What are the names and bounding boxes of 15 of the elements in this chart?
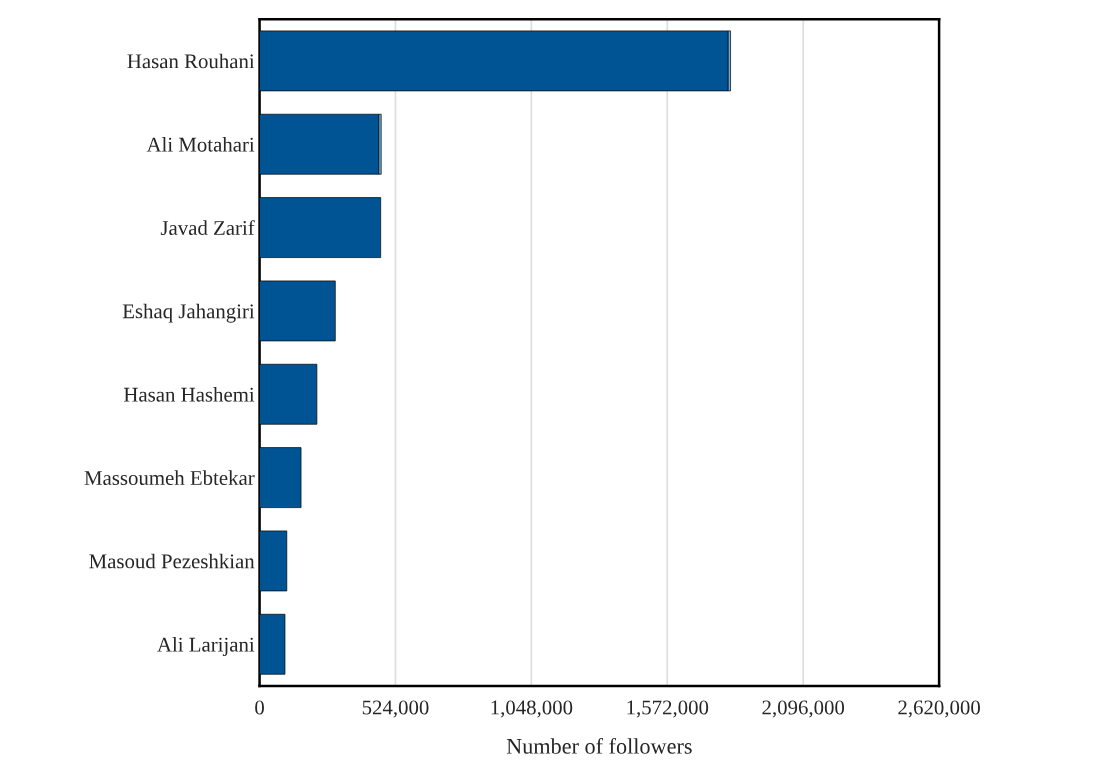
- y-tick-label: Masoud Pezeshkian: [89, 553, 255, 569]
- y-tick-label: Hasan Hashemi: [123, 387, 255, 402]
- x-tick-label: 524,000: [362, 700, 429, 718]
- y-tick-label: Hasan Rouhani: [127, 53, 255, 69]
- y-tick-label: Eshaq Jahangiri: [122, 303, 255, 323]
- y-tick-label: Massoumeh Ebtekar: [84, 470, 255, 486]
- y-tick-label: Javad Zarif: [160, 220, 255, 236]
- x-tick-label: 1,048,000: [491, 700, 573, 718]
- y-tick-label: Ali Larijani: [157, 637, 255, 656]
- x-tick-label: 2,620,000: [898, 700, 980, 718]
- x-axis-title: Number of followers: [506, 737, 692, 754]
- y-tick-label: Ali Motahari: [146, 137, 255, 152]
- x-tick-label: 1,572,000: [627, 700, 709, 718]
- x-tick-label: 0: [255, 700, 264, 715]
- x-tick-label: 2,096,000: [762, 700, 845, 718]
